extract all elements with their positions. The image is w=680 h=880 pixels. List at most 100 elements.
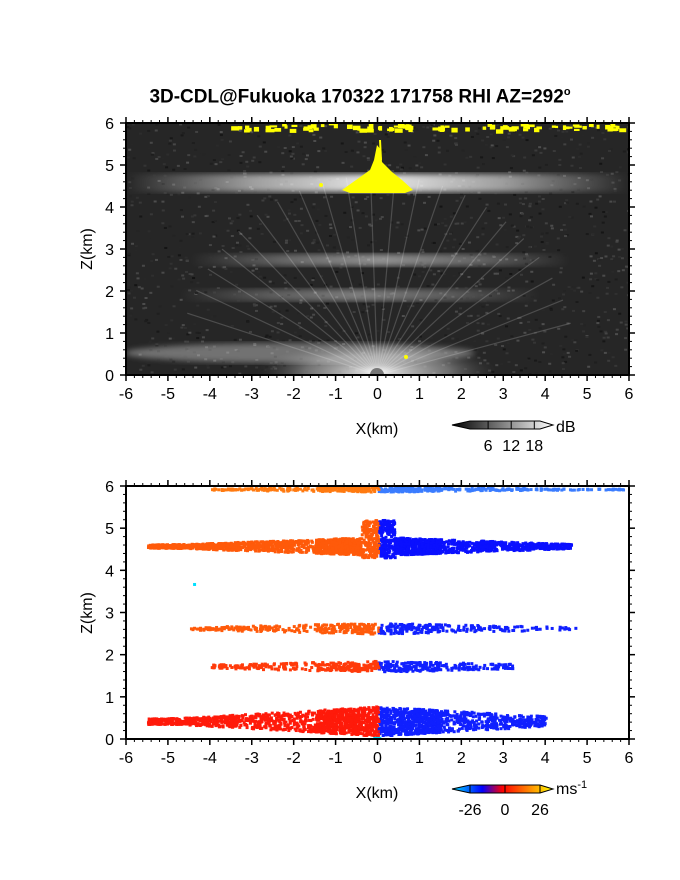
intensity-noise-pixel	[589, 200, 592, 202]
intensity-noise-pixel	[135, 245, 138, 247]
velocity-pixel	[298, 625, 301, 628]
intensity-noise-pixel	[127, 289, 130, 291]
intensity-noise-pixel	[416, 302, 419, 304]
intensity-noise-pixel	[240, 155, 243, 157]
velocity-pixel	[383, 528, 386, 531]
intensity-noise-pixel	[135, 250, 138, 252]
intensity-noise-pixel	[245, 161, 248, 163]
velocity-pixel	[365, 536, 368, 539]
intensity-noise-pixel	[326, 244, 329, 246]
intensity-noise-pixel	[235, 192, 238, 194]
intensity-noise-pixel	[355, 201, 358, 203]
intensity-noise-pixel	[578, 156, 581, 158]
intensity-noise-pixel	[415, 164, 418, 166]
intensity-saturated-pixel	[291, 125, 297, 127]
intensity-saturated-pixel	[314, 128, 319, 131]
intensity-noise-pixel	[277, 322, 280, 324]
intensity-noise-pixel	[192, 221, 195, 223]
intensity-noise-pixel	[330, 227, 333, 229]
velocity-pixel	[237, 541, 240, 544]
intensity-noise-pixel	[376, 280, 379, 282]
velocity-pixel	[243, 545, 246, 548]
intensity-noise-pixel	[309, 340, 312, 342]
intensity-noise-pixel	[364, 142, 367, 144]
intensity-noise-pixel	[170, 319, 173, 321]
velocity-pixel	[391, 530, 394, 533]
intensity-noise-pixel	[294, 250, 297, 252]
intensity-noise-pixel	[263, 197, 266, 199]
intensity-noise-pixel	[461, 223, 464, 225]
intensity-noise-pixel	[567, 352, 570, 354]
intensity-noise-pixel	[186, 162, 189, 164]
velocity-pixel	[296, 547, 299, 550]
intensity-noise-pixel	[259, 276, 262, 278]
intensity-noise-pixel	[604, 311, 607, 313]
intensity-noise-pixel	[223, 229, 226, 231]
intensity-noise-pixel	[357, 141, 360, 143]
intensity-noise-pixel	[510, 335, 513, 337]
intensity-noise-pixel	[365, 215, 368, 217]
intensity-noise-pixel	[185, 271, 188, 273]
intensity-noise-pixel	[349, 226, 352, 228]
velocity-pixel	[516, 545, 519, 548]
velocity-pixel	[447, 546, 450, 549]
intensity-noise-pixel	[198, 266, 201, 268]
velocity-pixel	[173, 546, 176, 549]
velocity-pixel	[382, 538, 385, 541]
intensity-noise-pixel	[568, 356, 571, 358]
intensity-noise-pixel	[356, 131, 359, 133]
intensity-noise-pixel	[255, 268, 258, 270]
velocity-pixel	[335, 545, 338, 548]
intensity-noise-pixel	[148, 147, 151, 149]
intensity-noise-pixel	[316, 242, 319, 244]
intensity-noise-pixel	[367, 244, 370, 246]
velocity-pixel	[382, 525, 385, 528]
intensity-noise-pixel	[607, 237, 610, 239]
velocity-pixel	[452, 629, 455, 632]
intensity-noise-pixel	[236, 242, 239, 244]
intensity-noise-pixel	[426, 126, 429, 128]
velocity-pixel	[369, 553, 372, 556]
intensity-noise-pixel	[299, 125, 302, 127]
velocity-pixel	[490, 547, 493, 550]
velocity-pixel	[325, 624, 328, 627]
velocity-pixel	[493, 546, 496, 549]
intensity-noise-pixel	[498, 217, 501, 219]
intensity-noise-pixel	[494, 273, 497, 275]
intensity-noise-pixel	[594, 361, 597, 363]
velocity-pixel	[271, 626, 274, 629]
intensity-noise-pixel	[482, 323, 485, 325]
velocity-pixel	[379, 547, 382, 550]
intensity-noise-pixel	[422, 146, 425, 148]
velocity-pixel	[230, 625, 233, 628]
intensity-noise-pixel	[329, 235, 332, 237]
intensity-noise-pixel	[243, 170, 246, 172]
velocity-pixel	[511, 629, 514, 632]
intensity-noise-pixel	[227, 169, 230, 171]
intensity-noise-pixel	[214, 220, 217, 222]
intensity-noise-pixel	[249, 210, 252, 212]
velocity-pixel	[305, 543, 308, 546]
intensity-noise-pixel	[224, 268, 227, 270]
velocity-pixel	[516, 541, 519, 544]
velocity-pixel	[414, 544, 417, 547]
intensity-noise-pixel	[167, 256, 170, 258]
intensity-noise-pixel	[155, 343, 158, 345]
intensity-noise-pixel	[600, 171, 603, 173]
velocity-pixel	[362, 522, 365, 525]
intensity-noise-pixel	[230, 271, 233, 273]
intensity-noise-pixel	[129, 315, 132, 317]
velocity-pixel	[314, 545, 317, 548]
intensity-noise-pixel	[186, 260, 189, 262]
intensity-noise-pixel	[425, 246, 428, 248]
intensity-noise-pixel	[259, 223, 262, 225]
velocity-pixel	[380, 627, 383, 630]
intensity-noise-pixel	[280, 317, 283, 319]
velocity-pixel	[376, 527, 379, 530]
intensity-noise-pixel	[579, 144, 582, 146]
intensity-saturated-pixel	[597, 125, 600, 129]
intensity-noise-pixel	[476, 133, 479, 135]
velocity-pixel	[261, 540, 264, 543]
intensity-x-tick-label: 3	[499, 386, 508, 403]
intensity-noise-pixel	[191, 236, 194, 238]
